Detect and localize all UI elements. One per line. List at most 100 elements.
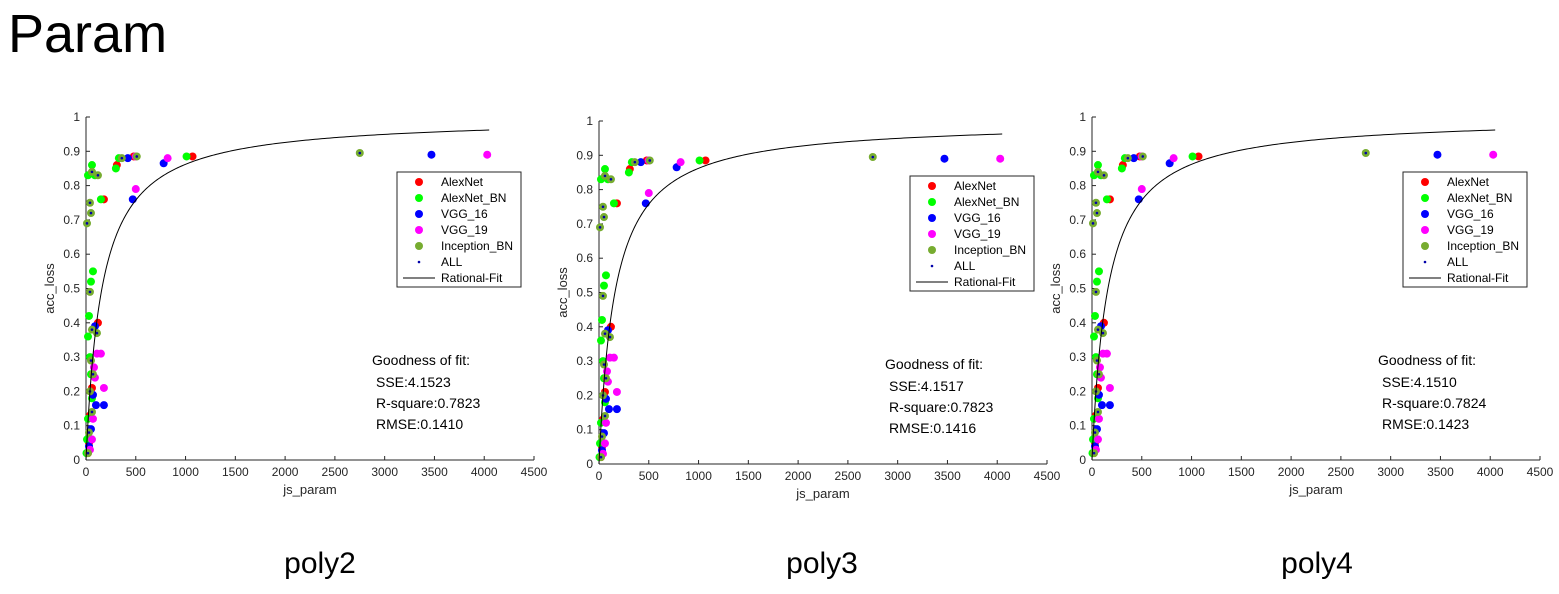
point-alexnet_bn <box>609 199 618 208</box>
point-all <box>871 155 875 159</box>
point-vgg_19 <box>131 185 140 194</box>
gof-line: R-square:0.7823 <box>376 395 481 411</box>
point-alexnet_bn <box>601 271 610 280</box>
point-alexnet_bn <box>1092 277 1101 286</box>
y-tick-label: 0.9 <box>63 144 80 158</box>
x-tick-label: 2000 <box>1278 465 1305 479</box>
rational-fit-curve <box>598 133 1003 465</box>
legend-label: VGG_19 <box>1447 223 1494 237</box>
point-all <box>1126 156 1130 160</box>
legend-marker-alexnet <box>415 178 423 186</box>
legend-label: ALL <box>954 259 976 273</box>
x-tick-label: 1000 <box>172 465 199 479</box>
point-vgg_16 <box>1433 150 1442 159</box>
x-tick-label: 1500 <box>222 465 249 479</box>
point-vgg_19 <box>1093 435 1102 444</box>
y-axis-label: acc_loss <box>42 263 57 314</box>
x-axis-label: js_param <box>1288 482 1342 497</box>
point-all <box>135 155 139 158</box>
point-vgg_16 <box>123 154 132 163</box>
point-alexnet_bn <box>182 152 191 161</box>
y-tick-label: 0.8 <box>576 183 593 197</box>
y-tick-label: 0.6 <box>576 251 593 265</box>
gof-line: RMSE:0.1423 <box>1382 416 1469 432</box>
point-vgg_19 <box>96 349 105 358</box>
gof-title: Goodness of fit: <box>1378 352 1476 368</box>
point-all <box>90 170 94 174</box>
point-vgg_19 <box>1102 349 1111 358</box>
legend-label: AlexNet <box>954 179 997 193</box>
point-all <box>603 174 607 178</box>
point-all <box>1097 372 1101 376</box>
point-vgg_19 <box>163 154 172 163</box>
point-alexnet_bn <box>1102 195 1111 204</box>
point-all <box>1101 331 1105 335</box>
x-tick-label: 0 <box>596 469 603 483</box>
y-tick-label: 0.4 <box>63 316 80 330</box>
point-alexnet_bn <box>695 156 704 165</box>
y-tick-label: 0.4 <box>576 320 593 334</box>
x-tick-label: 500 <box>126 465 146 479</box>
point-alexnet_bn <box>1090 311 1099 320</box>
point-all <box>603 332 607 335</box>
y-tick-label: 0.3 <box>1069 350 1086 364</box>
y-tick-label: 0 <box>1079 453 1086 467</box>
y-tick-label: 0.5 <box>1069 282 1086 296</box>
point-vgg_16 <box>641 199 650 208</box>
x-tick-label: 3500 <box>934 469 961 483</box>
x-tick-label: 3000 <box>884 469 911 483</box>
y-tick-label: 0.1 <box>1069 419 1086 433</box>
point-all <box>1096 328 1100 331</box>
legend-label: AlexNet <box>1447 175 1490 189</box>
point-vgg_19 <box>99 383 108 392</box>
x-tick-label: 0 <box>1089 465 1096 479</box>
x-tick-label: 4000 <box>1477 465 1504 479</box>
point-alexnet <box>188 152 197 161</box>
legend-marker-alexnet <box>928 182 936 190</box>
point-alexnet_bn <box>1188 152 1197 161</box>
legend-marker-alexnet_bn <box>415 194 423 202</box>
x-tick-label: 3000 <box>371 465 398 479</box>
y-tick-label: 0.6 <box>63 247 80 261</box>
x-tick-label: 500 <box>639 469 659 483</box>
legend-marker-all <box>1423 260 1427 264</box>
point-all <box>1096 170 1100 174</box>
point-vgg_19 <box>88 414 97 423</box>
legend: AlexNet AlexNet_BN VGG_16 VGG_19 Inception_B… <box>909 175 1035 292</box>
point-vgg_16 <box>612 405 621 414</box>
point-all <box>95 331 99 335</box>
point-all <box>598 226 602 229</box>
legend-label: VGG_16 <box>1447 207 1494 221</box>
point-alexnet_bn <box>596 336 605 345</box>
x-tick-label: 4000 <box>471 465 498 479</box>
point-all <box>1095 359 1099 362</box>
x-tick-label: 3500 <box>1427 465 1454 479</box>
point-vgg_19 <box>644 189 653 198</box>
gof-title: Goodness of fit: <box>885 356 983 372</box>
point-all <box>91 372 95 376</box>
y-tick-label: 0.7 <box>576 217 593 231</box>
point-all <box>602 215 606 219</box>
x-tick-label: 2500 <box>835 469 862 483</box>
point-all <box>96 174 100 177</box>
point-all <box>1092 451 1096 455</box>
point-vgg_19 <box>609 353 618 362</box>
legend-marker-vgg_19 <box>928 230 936 238</box>
y-tick-label: 0.7 <box>1069 213 1086 227</box>
point-all <box>1102 174 1106 177</box>
point-alexnet_bn <box>599 281 608 290</box>
legend-label: VGG_19 <box>441 223 488 237</box>
gof-line: SSE:4.1510 <box>1382 374 1457 390</box>
point-vgg_16 <box>1129 154 1138 163</box>
y-tick-label: 0.5 <box>63 282 80 296</box>
point-all <box>90 410 94 414</box>
point-all <box>90 328 94 331</box>
point-alexnet_bn <box>1089 332 1098 341</box>
y-axis-label: acc_loss <box>555 267 570 318</box>
y-tick-label: 0.6 <box>1069 247 1086 261</box>
point-vgg_16 <box>128 195 137 204</box>
legend-label: AlexNet <box>441 175 484 189</box>
point-all <box>1141 155 1145 158</box>
legend-marker-alexnet_bn <box>928 198 936 206</box>
y-tick-label: 0.5 <box>576 286 593 300</box>
